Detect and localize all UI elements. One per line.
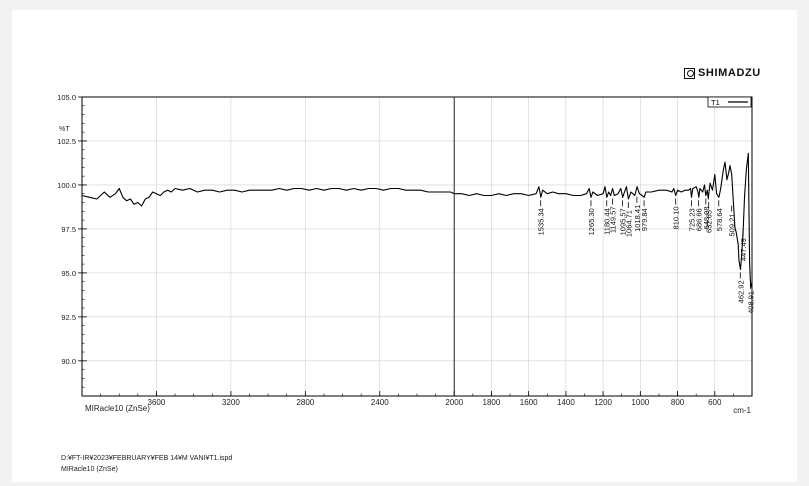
peak-label: 408.91 (746, 291, 755, 314)
x-tick-label: 1600 (520, 398, 538, 407)
report-page: SHIMADZU 3600 3200 2800 2400 2000 1800 1600 140… (12, 10, 797, 482)
y-tick-label: 95.0 (61, 269, 76, 278)
series-layer (81, 152, 753, 288)
peak-label: 1535.34 (537, 208, 546, 235)
ftir-spectrum-chart: 3600 3200 2800 2400 2000 1800 1600 1400 1200 1000… (57, 93, 755, 415)
x-tick-label: 2000 (445, 398, 463, 407)
peak-label: 686.66 (695, 208, 704, 231)
grid (82, 96, 752, 396)
x-tick-label: 2800 (296, 398, 314, 407)
peak-label: 1180.44 (603, 208, 612, 235)
x-tick-label: 3600 (148, 398, 166, 407)
peak-label: 632.65 (705, 210, 714, 233)
x-tick-label: 2400 (371, 398, 389, 407)
peak-label: 1149.57 (608, 206, 617, 233)
y-tick-label: 90.0 (61, 357, 76, 366)
peak-label: 810.10 (672, 206, 681, 229)
peak-label: 648.08 (702, 206, 711, 229)
y-axis-label: %T (59, 126, 70, 133)
legend: T1 (707, 96, 752, 108)
legend-series-name: T1 (711, 98, 720, 107)
file-path: D:¥FT-IR¥2023¥FEBRUARY¥FEB 14¥M VANI¥T1.… (61, 455, 233, 462)
series-line-T1 (81, 152, 753, 288)
axis-labels: %T MIRacle10 (ZnSe) cm-1 (59, 126, 752, 415)
logo-text: SHIMADZU (698, 67, 761, 79)
y-tick-label: 92.5 (61, 313, 76, 322)
accessory-label: MIRacle10 (ZnSe) (85, 404, 150, 413)
y-tick-label: 102.5 (57, 137, 76, 146)
x-tick-label: 1000 (631, 398, 649, 407)
peak-label: 1064.71 (624, 210, 633, 237)
peak-label: 1095.57 (619, 208, 628, 235)
shimadzu-logo-icon (684, 67, 695, 79)
x-tick-label: 3200 (222, 398, 240, 407)
peak-label: 979.84 (640, 208, 649, 231)
x-tick-label: 600 (708, 398, 722, 407)
file-info: D:¥FT-IR¥2023¥FEBRUARY¥FEB 14¥M VANI¥T1.… (61, 453, 232, 475)
axes: 3600 3200 2800 2400 2000 1800 1600 1400 1200 1000… (57, 93, 753, 407)
y-tick-label: 100.0 (57, 181, 76, 190)
peak-label: 1265.30 (587, 208, 596, 235)
peak-label: 578.64 (715, 208, 724, 231)
peak-label: 462.92 (736, 280, 745, 303)
x-tick-label: 800 (671, 398, 685, 407)
peak-label: 447.49 (739, 238, 748, 261)
x-axis-label: cm-1 (733, 406, 751, 415)
peak-label: 1018.41 (633, 205, 642, 232)
x-tick-label: 1400 (557, 398, 575, 407)
plot-frame (81, 96, 753, 397)
x-tick-label: 1800 (483, 398, 501, 407)
peak-label: 509.21 (728, 214, 737, 237)
y-tick-label: 105.0 (57, 93, 76, 102)
x-tick-label: 1200 (594, 398, 612, 407)
shimadzu-logo: SHIMADZU (684, 67, 761, 79)
y-tick-label: 97.5 (61, 225, 76, 234)
accessory-name: MIRacle10 (ZnSe) (61, 466, 118, 473)
peak-label: 725.23 (687, 208, 696, 231)
